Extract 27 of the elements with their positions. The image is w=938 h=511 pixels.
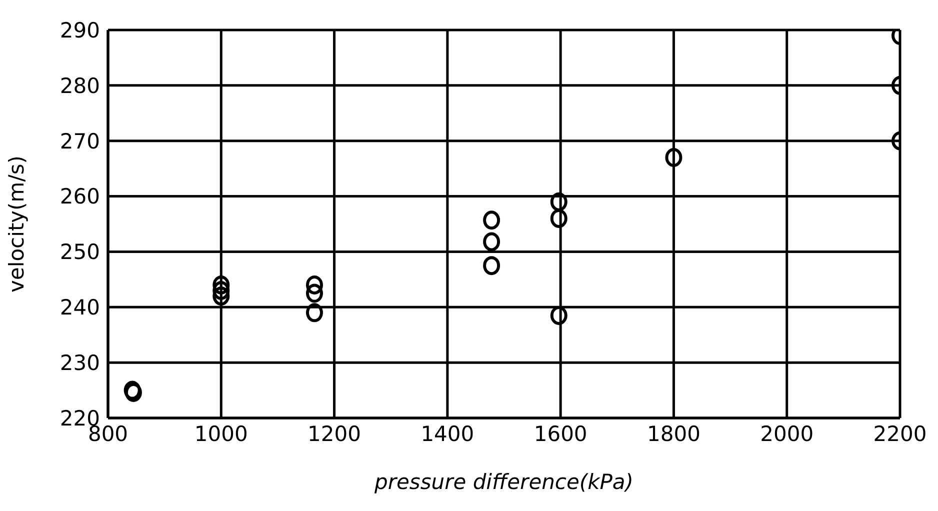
point [306, 303, 323, 322]
x-tick-label: 1200 [308, 422, 362, 446]
y-tick-label: 230 [60, 351, 100, 376]
point [483, 256, 500, 276]
point [212, 275, 230, 294]
point [306, 275, 323, 294]
y-tick-label: 250 [60, 240, 100, 264]
point [212, 281, 230, 300]
y-tick-label: 260 [60, 184, 100, 209]
x-axis-title: pressure difference(kPa) [374, 470, 634, 494]
point [483, 232, 500, 252]
point [550, 208, 568, 228]
point [483, 210, 500, 230]
y-tick-label: 290 [60, 18, 100, 42]
point [306, 284, 323, 303]
point [550, 192, 568, 212]
point [665, 148, 682, 167]
y-tick-label: 240 [60, 296, 100, 320]
y-tick-label: 280 [60, 74, 100, 98]
point [212, 286, 230, 306]
x-tick-label: 2200 [873, 422, 927, 446]
x-tick-label: 2000 [760, 422, 814, 446]
x-tick-label: 1800 [646, 422, 700, 446]
x-tick-label: 1000 [194, 422, 248, 446]
y-tick-label: 270 [60, 129, 100, 154]
x-tick-label: 1400 [420, 422, 474, 446]
x-tick-label: 1600 [534, 422, 588, 446]
